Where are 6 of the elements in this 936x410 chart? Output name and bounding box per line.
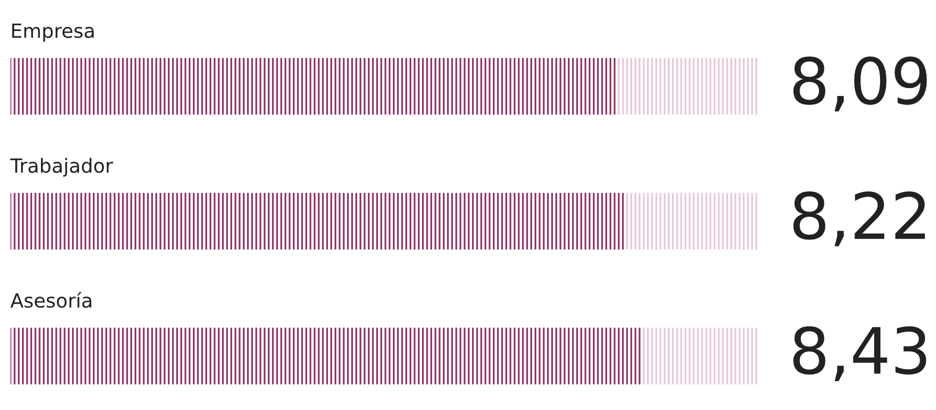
y-tick-label: Empresa <box>12 24 94 42</box>
data-label: 8,43 <box>793 326 926 382</box>
y-tick-label: Asesoría <box>10 292 92 308</box>
y-tick-label: Trabajador <box>10 158 114 177</box>
data-label: 8,22 <box>793 191 925 246</box>
data-label: 8,09 <box>793 56 927 112</box>
